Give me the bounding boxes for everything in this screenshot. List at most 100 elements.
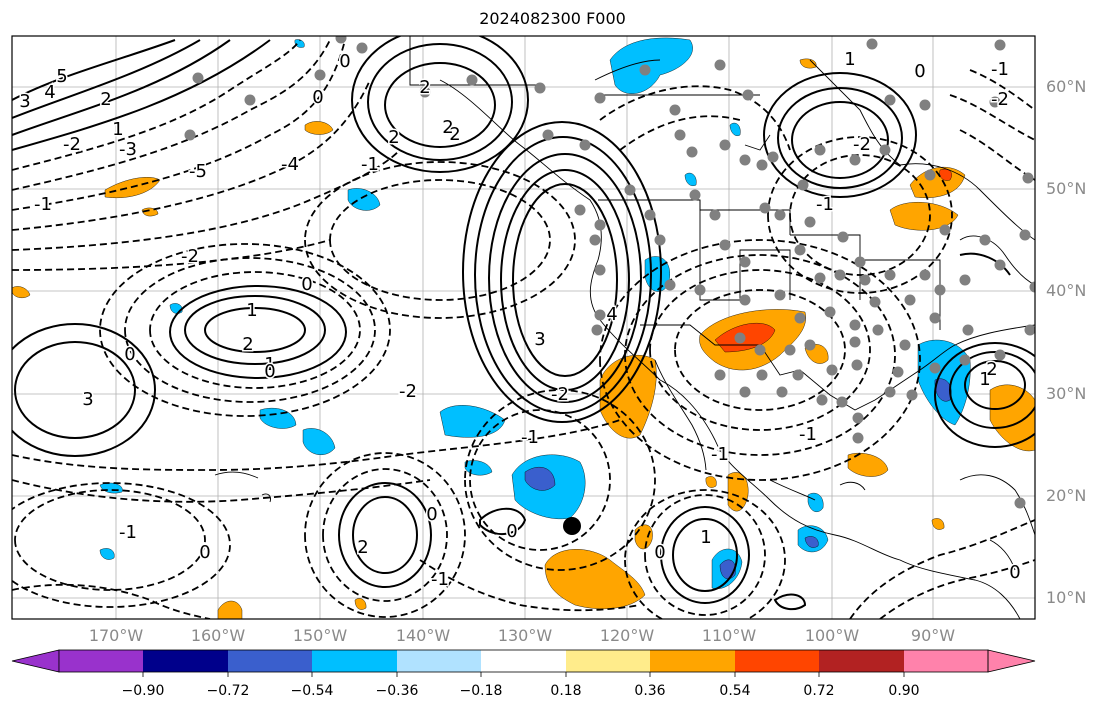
contour-solid-25 xyxy=(12,39,231,136)
station-dot-79 xyxy=(899,339,911,351)
contour-lines xyxy=(12,36,1035,619)
contour-dashed-0 xyxy=(149,271,361,389)
coastline-14 xyxy=(959,474,1035,536)
contour-label-29: -2 xyxy=(551,384,569,405)
contour-label-39: -1 xyxy=(119,522,137,543)
colorbar-outline xyxy=(58,649,989,673)
lat-label-50n: 50°N xyxy=(1046,179,1087,198)
contour-solid-24 xyxy=(12,39,201,119)
station-dot-85 xyxy=(892,366,904,378)
shaded-area-5 xyxy=(889,202,959,231)
colorbar-segment-0 xyxy=(59,650,143,672)
contour-label-1: 4 xyxy=(44,82,55,103)
station-dot-15 xyxy=(742,89,754,101)
shaded-area-39 xyxy=(729,122,741,136)
contour-label-9: -3 xyxy=(119,139,137,160)
contour-label-4: 1 xyxy=(112,119,123,140)
station-dot-27 xyxy=(994,39,1006,51)
contour-label-37: 0 xyxy=(426,504,437,525)
station-dot-78 xyxy=(872,324,884,336)
shaded-area-29 xyxy=(804,536,819,548)
shaded-area-36 xyxy=(931,518,945,530)
colorbar-segment-2 xyxy=(228,650,312,672)
station-dot-32 xyxy=(939,224,951,236)
contour-label-0: 5 xyxy=(56,66,67,87)
shaded-area-38 xyxy=(799,58,817,69)
shaded-area-25 xyxy=(705,476,717,488)
colorbar-extend-left xyxy=(11,649,60,673)
station-dot-73 xyxy=(734,332,746,344)
contour-solid-0 xyxy=(511,183,619,377)
station-dot-80 xyxy=(714,369,726,381)
contour-label-43: 0 xyxy=(654,542,665,563)
lon-label-110w: 110°W xyxy=(701,626,757,645)
station-dot-11 xyxy=(594,92,606,104)
shaded-area-17 xyxy=(259,407,297,429)
coastline-12 xyxy=(769,479,816,501)
contour-label-21: 4 xyxy=(606,304,617,325)
contour-label-14: -1 xyxy=(361,154,379,175)
station-dot-56 xyxy=(884,269,896,281)
station-dot-87 xyxy=(959,354,971,366)
shaded-area-19 xyxy=(464,460,493,476)
contour-solid-20 xyxy=(963,360,1027,410)
contour-label-20: 3 xyxy=(534,329,545,350)
station-dot-90 xyxy=(816,394,828,406)
contour-label-46: 1 xyxy=(979,369,990,390)
contour-dashed-30 xyxy=(599,85,791,151)
station-dot-36 xyxy=(1022,172,1034,184)
station-dot-88 xyxy=(994,349,1006,361)
contour-solid-28 xyxy=(773,593,807,611)
station-dot-81 xyxy=(756,369,768,381)
contour-label-34: -1 xyxy=(799,424,817,445)
contour-solid-26 xyxy=(12,39,271,151)
coastline-1 xyxy=(439,79,1021,619)
contour-label-15: 1 xyxy=(246,300,257,321)
colorbar-tick-1: −0.72 xyxy=(206,683,250,699)
contour-label-28: -2 xyxy=(991,89,1009,110)
contour-dashed-8 xyxy=(599,239,921,481)
colorbar-tick-8: 0.72 xyxy=(803,683,835,699)
contour-solid-9 xyxy=(776,87,904,189)
contour-label-6: 0 xyxy=(914,61,925,82)
station-dot-29 xyxy=(919,99,931,111)
coastline-4 xyxy=(640,324,876,411)
station-dot-26 xyxy=(866,38,878,50)
station-dot-17 xyxy=(686,146,698,158)
station-dot-58 xyxy=(934,284,946,296)
station-dot-66 xyxy=(824,306,836,318)
contour-solid-16 xyxy=(351,496,419,574)
station-dot-51 xyxy=(794,244,806,256)
station-dot-37 xyxy=(574,204,586,216)
station-dot-86 xyxy=(929,362,941,374)
shaded-area-33 xyxy=(99,548,115,560)
lat-label-20n: 20°N xyxy=(1046,486,1087,505)
contour-solid-15 xyxy=(12,323,157,457)
contour-label-8: -2 xyxy=(63,134,81,155)
contour-label-22: 2 xyxy=(442,117,453,138)
station-dot-91 xyxy=(836,396,848,408)
station-dot-19 xyxy=(739,154,751,166)
coastline-18 xyxy=(594,59,661,81)
contour-label-11: -5 xyxy=(189,161,207,182)
station-dot-100 xyxy=(776,386,788,398)
station-dot-13 xyxy=(669,104,681,116)
contour-label-12: -1 xyxy=(34,194,52,215)
contour-label-36: 0 xyxy=(264,361,275,382)
contour-label-24: 0 xyxy=(301,274,312,295)
station-dot-67 xyxy=(849,319,861,331)
contour-solid-7 xyxy=(350,36,530,173)
station-dot-45 xyxy=(804,216,816,228)
station-dot-64 xyxy=(774,289,786,301)
shaded-area-35 xyxy=(99,482,123,494)
shaded-area-23 xyxy=(634,524,653,550)
contour-label-42: 0 xyxy=(199,542,210,563)
station-dot-62 xyxy=(694,284,706,296)
contour-solid-8 xyxy=(790,101,890,179)
contour-dashed-28 xyxy=(849,519,1035,619)
contour-dashed-13 xyxy=(644,494,766,616)
contour-label-33: -1 xyxy=(521,427,539,448)
coastline-13 xyxy=(839,481,866,491)
contour-dashed-7 xyxy=(624,254,896,456)
